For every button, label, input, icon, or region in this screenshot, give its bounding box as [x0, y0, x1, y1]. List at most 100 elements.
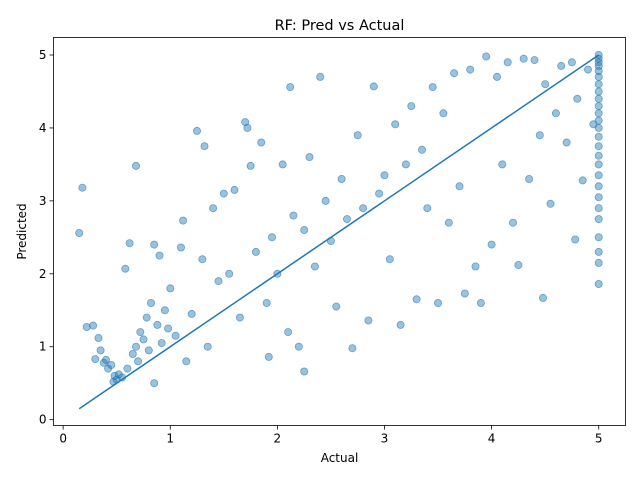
- data-point: [539, 293, 548, 302]
- data-point: [594, 142, 603, 151]
- data-point: [594, 182, 603, 191]
- reference-lines: [78, 54, 600, 410]
- data-point: [251, 247, 260, 256]
- data-point: [594, 160, 603, 169]
- data-point: [594, 233, 603, 242]
- data-point: [584, 65, 593, 74]
- data-point: [412, 295, 421, 304]
- data-point: [230, 185, 239, 194]
- x-tick-label: 2: [274, 432, 282, 446]
- x-tick-label: 4: [488, 432, 496, 446]
- data-point: [160, 306, 169, 315]
- data-point: [144, 346, 153, 355]
- data-point: [182, 357, 191, 366]
- data-point: [286, 83, 295, 92]
- data-point: [594, 116, 603, 125]
- data-point: [380, 171, 389, 180]
- data-point: [594, 102, 603, 111]
- data-point: [131, 342, 140, 351]
- y-tick-label: 5: [39, 48, 47, 62]
- data-point: [235, 313, 244, 322]
- data-point: [134, 357, 143, 366]
- data-point: [594, 132, 603, 141]
- data-point: [573, 94, 582, 103]
- data-point: [300, 225, 309, 234]
- data-point: [294, 342, 303, 351]
- data-point: [514, 260, 523, 269]
- data-point: [123, 364, 132, 373]
- data-point: [91, 355, 100, 364]
- data-point: [89, 321, 98, 330]
- data-point: [125, 239, 134, 248]
- data-point: [257, 138, 266, 147]
- data-point: [551, 109, 560, 118]
- data-point: [225, 269, 234, 278]
- data-point: [300, 367, 309, 376]
- data-point: [594, 72, 603, 81]
- data-point: [503, 58, 512, 67]
- data-point: [262, 298, 271, 307]
- y-tick-label: 2: [39, 267, 47, 281]
- data-point: [150, 240, 159, 249]
- data-point: [348, 344, 357, 353]
- x-tick-label: 3: [381, 432, 389, 446]
- data-point: [121, 264, 130, 273]
- data-point: [541, 80, 550, 89]
- data-point: [498, 160, 507, 169]
- data-point: [209, 204, 218, 213]
- data-point: [94, 333, 103, 342]
- reference-line: [78, 54, 600, 410]
- data-point: [192, 126, 201, 135]
- chart-title: RF: Pred vs Actual: [275, 18, 405, 34]
- data-point: [557, 61, 566, 70]
- data-point: [166, 284, 175, 293]
- data-point: [171, 331, 180, 340]
- data-point: [450, 69, 459, 78]
- data-point: [359, 204, 368, 213]
- data-point: [571, 235, 580, 244]
- data-point: [594, 247, 603, 256]
- data-point: [310, 262, 319, 271]
- y-tick-label: 1: [39, 340, 47, 354]
- plot-frame: [53, 37, 626, 426]
- data-point: [321, 196, 330, 205]
- data-point: [179, 216, 188, 225]
- data-point: [594, 215, 603, 224]
- data-point: [407, 102, 416, 111]
- data-point: [128, 349, 137, 358]
- data-point: [471, 262, 480, 271]
- data-point: [594, 94, 603, 103]
- data-point: [155, 251, 164, 260]
- data-point: [594, 80, 603, 89]
- data-point: [75, 228, 84, 237]
- data-point: [594, 193, 603, 202]
- data-point: [396, 320, 405, 329]
- data-point: [375, 189, 384, 198]
- data-point: [305, 153, 314, 162]
- data-point: [567, 58, 576, 67]
- data-point: [316, 72, 325, 81]
- data-point: [391, 120, 400, 129]
- data-point: [492, 72, 501, 81]
- data-point: [203, 342, 212, 351]
- data-point: [157, 339, 166, 348]
- x-axis-ticks: 0 1 2 3 4 5: [59, 425, 603, 446]
- data-point: [417, 145, 426, 154]
- data-point: [525, 174, 534, 183]
- data-point: [535, 131, 544, 140]
- data-point: [241, 118, 250, 127]
- data-point: [482, 52, 491, 61]
- data-point: [278, 160, 287, 169]
- data-point: [594, 123, 603, 132]
- data-point: [332, 302, 341, 311]
- data-point: [444, 218, 453, 227]
- data-point: [96, 346, 105, 355]
- data-point: [530, 56, 539, 65]
- data-point: [476, 298, 485, 307]
- data-point: [136, 328, 145, 337]
- data-point: [594, 87, 603, 96]
- scatter-points: [75, 51, 603, 388]
- data-point: [578, 176, 587, 185]
- data-point: [546, 199, 555, 208]
- data-point: [460, 289, 469, 298]
